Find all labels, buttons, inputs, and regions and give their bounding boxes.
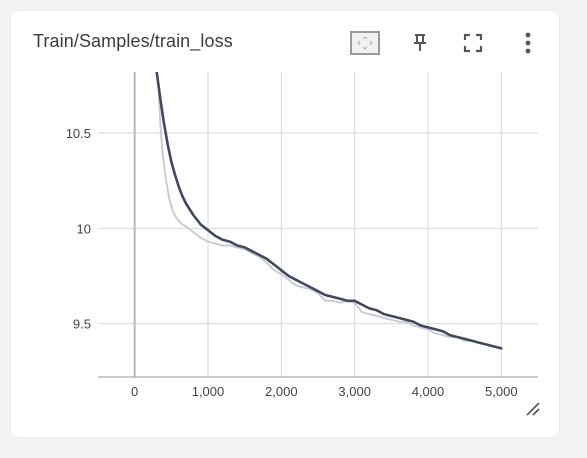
raw-series-line (157, 93, 503, 350)
smoothed-series-line (155, 72, 503, 350)
chart-title: Train/Samples/train_loss (33, 31, 233, 51)
more-options-button[interactable] (512, 29, 544, 57)
x-tick-label: 5,000 (485, 384, 518, 399)
resize-handle[interactable] (523, 399, 541, 417)
y-tick-label: 9.5 (73, 317, 91, 332)
more-vert-icon (525, 32, 531, 54)
fit-domain-icon (350, 31, 380, 55)
y-tick-label: 10.5 (66, 126, 91, 141)
x-tick-label: 3,000 (338, 384, 371, 399)
fullscreen-icon (463, 33, 483, 53)
x-tick-label: 0 (131, 384, 138, 399)
pin-icon (414, 34, 426, 51)
fit-domain-button[interactable] (349, 29, 381, 57)
x-tick-label: 2,000 (265, 384, 298, 399)
x-tick-label: 1,000 (192, 384, 225, 399)
resize-grip-icon (526, 402, 540, 416)
pin-button[interactable] (404, 29, 436, 57)
chart-card: Train/Samples/train_loss (10, 10, 560, 438)
x-tick-label: 4,000 (412, 384, 445, 399)
y-tick-label: 10 (77, 221, 91, 236)
fullscreen-button[interactable] (457, 29, 489, 57)
